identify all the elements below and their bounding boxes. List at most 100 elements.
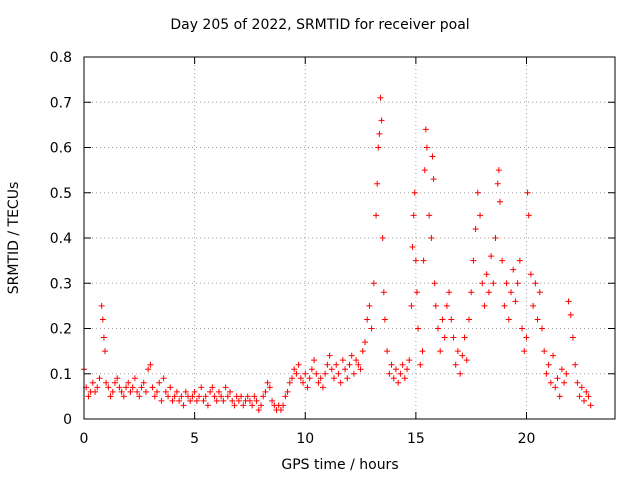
data-point xyxy=(550,352,557,359)
data-point xyxy=(574,379,581,386)
data-point xyxy=(457,370,464,377)
data-point xyxy=(399,361,406,368)
data-point xyxy=(280,402,287,409)
data-point xyxy=(258,402,264,409)
data-point xyxy=(503,280,510,287)
y-tick-label: 0.6 xyxy=(50,141,72,157)
data-point xyxy=(587,402,594,409)
data-point xyxy=(463,357,470,364)
data-point xyxy=(552,384,559,391)
data-point xyxy=(333,361,340,368)
data-point xyxy=(337,379,344,386)
data-point xyxy=(125,379,132,386)
data-point xyxy=(377,94,384,101)
data-point xyxy=(505,316,512,323)
data-point xyxy=(410,212,417,219)
data-point xyxy=(494,180,501,187)
data-point xyxy=(359,348,366,355)
data-point xyxy=(99,316,106,323)
data-point xyxy=(346,361,353,368)
data-point xyxy=(470,257,477,264)
data-point xyxy=(229,397,236,404)
data-point xyxy=(253,397,260,404)
data-point xyxy=(131,375,138,382)
data-point xyxy=(224,393,231,400)
data-point xyxy=(412,257,419,264)
data-point xyxy=(384,348,391,355)
data-point xyxy=(523,334,530,341)
data-point xyxy=(510,266,517,273)
data-point xyxy=(567,311,574,318)
data-point xyxy=(364,316,371,323)
data-point xyxy=(527,271,534,278)
data-point xyxy=(411,189,418,196)
data-point xyxy=(240,402,247,409)
data-point xyxy=(585,393,592,400)
data-point xyxy=(373,212,380,219)
data-point xyxy=(313,370,320,377)
data-point xyxy=(297,375,304,382)
data-point xyxy=(277,406,284,413)
data-point xyxy=(145,366,152,373)
data-point xyxy=(306,375,313,382)
data-point xyxy=(127,388,134,395)
data-point xyxy=(98,302,105,309)
data-point xyxy=(103,379,110,386)
data-point xyxy=(380,289,387,296)
y-tick-label: 0 xyxy=(63,412,72,428)
data-point xyxy=(415,325,422,332)
data-point xyxy=(545,361,552,368)
data-point xyxy=(231,402,238,409)
data-point xyxy=(291,366,298,373)
data-point xyxy=(538,325,545,332)
data-point xyxy=(448,316,455,323)
data-point xyxy=(378,117,385,124)
data-point xyxy=(182,388,189,395)
data-point xyxy=(355,361,362,368)
data-point xyxy=(288,375,295,382)
data-point xyxy=(156,379,163,386)
data-point xyxy=(116,384,123,391)
data-point xyxy=(317,375,324,382)
data-point xyxy=(107,393,114,400)
data-points-layer xyxy=(81,94,594,413)
data-point xyxy=(419,348,426,355)
data-point xyxy=(446,289,453,296)
data-point xyxy=(319,384,326,391)
data-point xyxy=(409,244,416,251)
data-point xyxy=(339,357,346,364)
data-point xyxy=(521,348,528,355)
data-point xyxy=(366,302,373,309)
data-point xyxy=(417,361,424,368)
data-point xyxy=(331,375,338,382)
x-axis-label: GPS time / hours xyxy=(281,457,399,473)
data-point xyxy=(255,406,262,413)
data-point xyxy=(142,388,149,395)
chart-title: Day 205 of 2022, SRMTID for receiver poa… xyxy=(170,17,470,33)
data-point xyxy=(251,393,258,400)
data-point xyxy=(490,280,497,287)
data-point xyxy=(326,352,333,359)
data-point xyxy=(189,393,196,400)
data-point xyxy=(541,348,548,355)
data-point xyxy=(576,393,583,400)
data-point xyxy=(249,402,256,409)
data-point xyxy=(344,375,351,382)
data-point xyxy=(178,393,185,400)
data-point xyxy=(530,302,537,309)
data-point xyxy=(304,384,311,391)
x-tick-label: 5 xyxy=(190,431,199,447)
data-point xyxy=(474,189,481,196)
data-point xyxy=(404,366,411,373)
data-point xyxy=(200,397,207,404)
x-tick-label: 0 xyxy=(80,431,89,447)
data-point xyxy=(454,348,461,355)
data-point xyxy=(561,379,568,386)
data-point xyxy=(196,393,203,400)
data-point xyxy=(452,361,459,368)
data-point xyxy=(218,393,225,400)
data-point xyxy=(222,384,229,391)
data-point xyxy=(368,325,375,332)
data-point xyxy=(102,348,109,355)
data-point xyxy=(465,316,472,323)
